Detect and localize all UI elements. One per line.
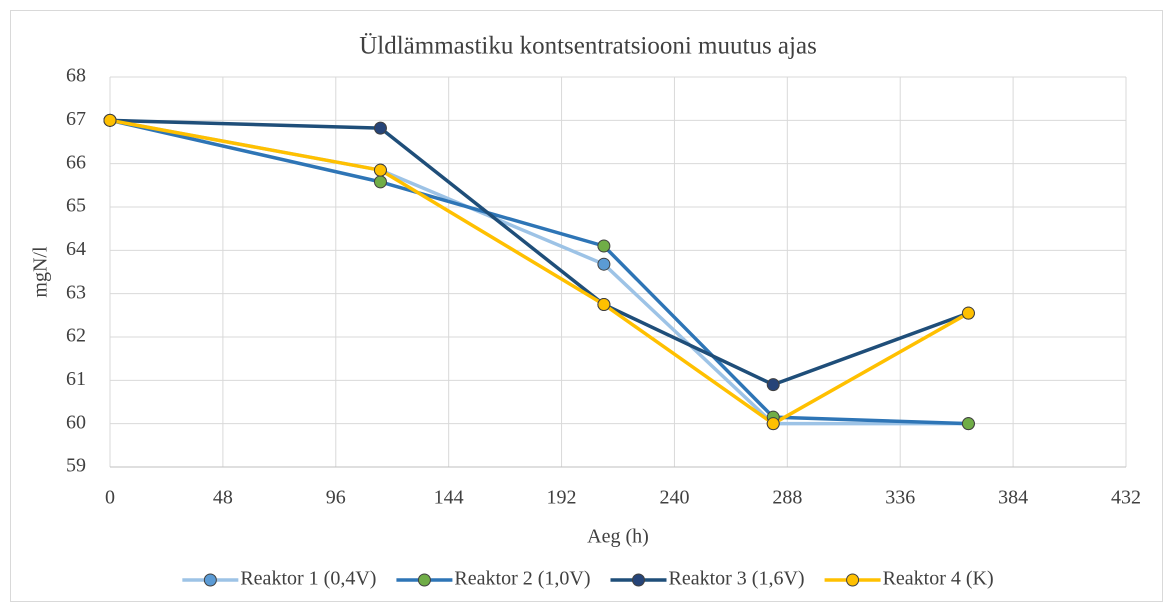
legend-label: Reaktor 3 (1,6V) [669, 568, 805, 590]
data-point [766, 417, 780, 431]
x-tick-label: 432 [1111, 487, 1141, 509]
data-point [373, 175, 387, 189]
chart-title: Üldlämmastiku kontsentratsiooni muutus a… [359, 33, 817, 60]
y-tick-label: 68 [66, 65, 86, 87]
x-tick-label: 0 [105, 487, 115, 509]
x-tick-label: 384 [998, 487, 1028, 509]
data-point [373, 163, 387, 177]
x-tick-label: 288 [772, 487, 802, 509]
data-point [766, 378, 780, 392]
data-point [961, 306, 975, 320]
y-tick-label: 63 [66, 281, 86, 303]
legend-marker [632, 573, 645, 587]
x-tick-label: 336 [885, 487, 915, 509]
x-tick-label: 240 [659, 487, 689, 509]
legend-marker [203, 573, 217, 587]
legend-label: Reaktor 4 (K) [883, 568, 994, 590]
data-point [961, 417, 975, 431]
data-point [597, 298, 611, 311]
data-point [103, 113, 117, 127]
y-tick-label: 64 [66, 238, 86, 260]
legend-marker [417, 573, 431, 587]
y-tick-label: 60 [66, 411, 86, 433]
y-tick-label: 65 [66, 195, 86, 217]
legend-marker [846, 573, 860, 587]
data-point [597, 257, 611, 271]
data-point [373, 121, 387, 135]
x-tick-label: 144 [434, 487, 464, 509]
x-axis-title: Aeg (h) [587, 526, 649, 548]
y-tick-label: 67 [66, 108, 86, 130]
legend-label: Reaktor 1 (0,4V) [240, 568, 376, 590]
chart-border [10, 10, 1163, 602]
y-tick-label: 59 [66, 455, 86, 477]
x-tick-label: 48 [213, 487, 233, 509]
x-tick-label: 96 [326, 487, 346, 509]
y-tick-label: 61 [66, 368, 86, 390]
legend-label: Reaktor 2 (1,0V) [454, 568, 590, 590]
y-tick-label: 62 [66, 325, 86, 347]
y-tick-label: 66 [66, 151, 86, 173]
y-axis-title: mgN/l [30, 246, 52, 298]
data-point [597, 239, 611, 253]
x-tick-label: 192 [547, 487, 577, 509]
legend: Reaktor 1 (0,4V) Reaktor 2 (1,0V) Reaktor … [182, 568, 994, 590]
